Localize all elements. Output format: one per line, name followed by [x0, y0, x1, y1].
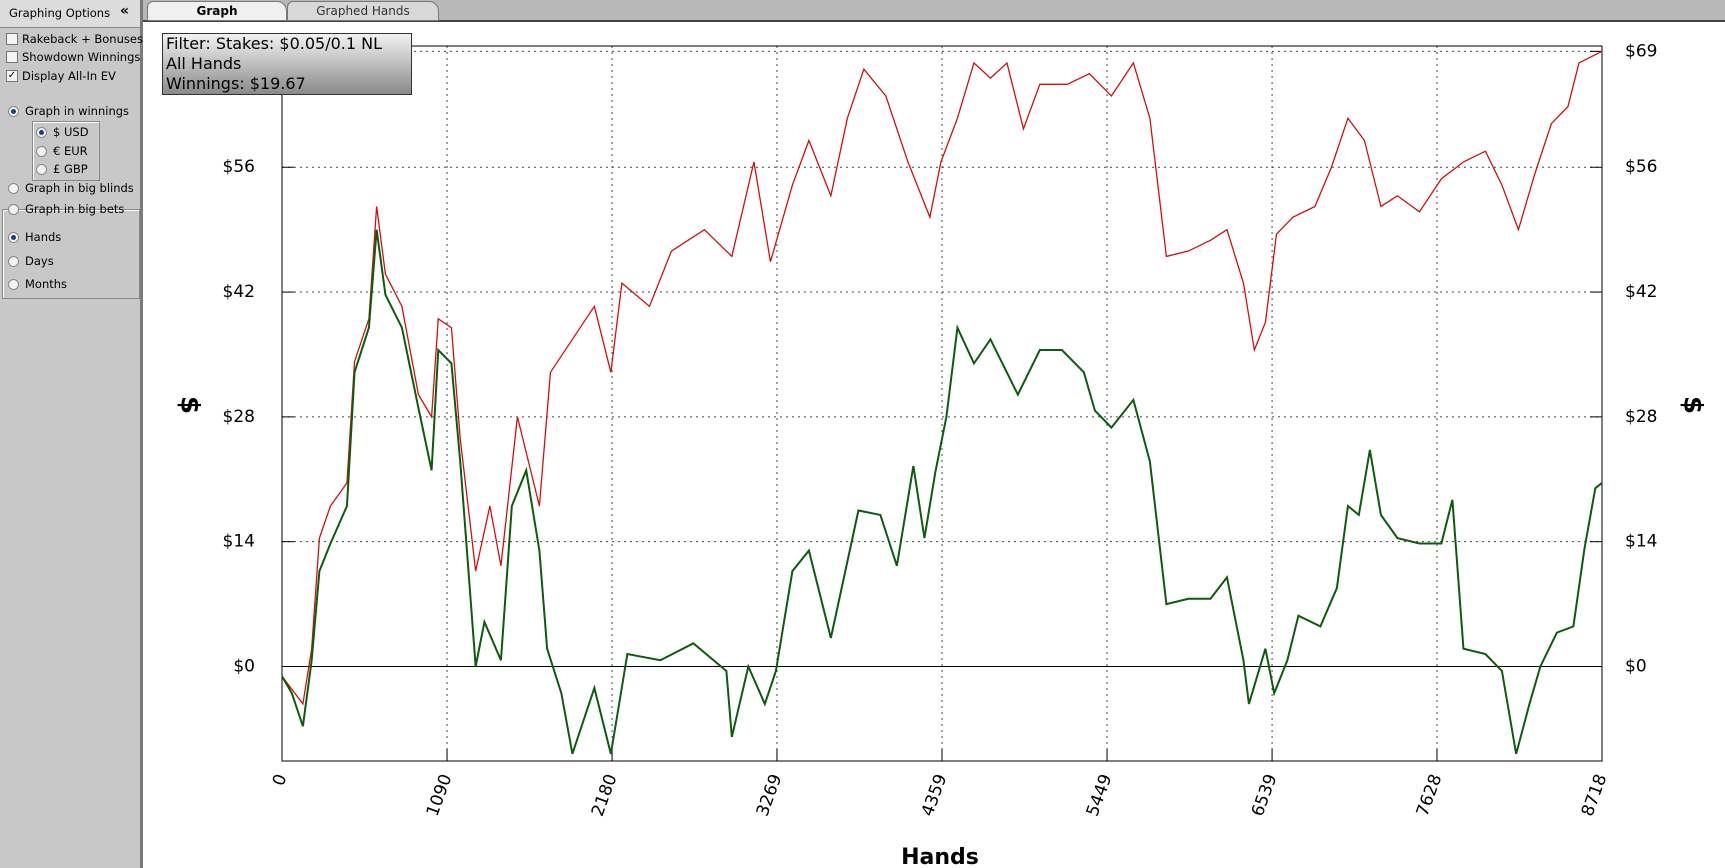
radio[interactable]: [36, 126, 47, 138]
option-label: Graph in big blinds: [25, 181, 134, 195]
radio[interactable]: [36, 145, 47, 157]
x-axis-label: Hands: [901, 845, 979, 868]
radio[interactable]: [8, 203, 19, 215]
y-tick-label-right: $28: [1625, 407, 1657, 427]
sidebar: Graphing Options « Rakeback + Bonuses Sho…: [0, 0, 143, 868]
y-tick-label: $0: [233, 656, 255, 676]
radio[interactable]: [8, 231, 19, 243]
radio-row[interactable]: Hands: [8, 229, 61, 245]
y-tick-label-right: $69: [1625, 41, 1657, 61]
y-tick-label-right: $56: [1625, 157, 1657, 177]
series-line: [281, 50, 1603, 706]
option-label: Days: [25, 254, 54, 268]
y-tick-label: $42: [223, 282, 255, 302]
group-frame: [2, 209, 140, 299]
option-label: € EUR: [53, 144, 88, 158]
option-label: Graph in big bets: [25, 202, 125, 216]
option-label: Display All-In EV: [22, 69, 116, 83]
tab-bar: Graph Graphed Hands: [143, 0, 1725, 22]
radio[interactable]: [8, 105, 19, 117]
checkbox[interactable]: ✓: [6, 70, 18, 82]
radio[interactable]: [36, 163, 47, 175]
radio-row[interactable]: Days: [8, 253, 54, 269]
checkbox-row[interactable]: ✓ Display All-In EV: [6, 68, 116, 84]
y-tick-label-right: $42: [1625, 282, 1657, 302]
option-label: Graph in winnings: [25, 104, 130, 118]
y-tick-label-right: $14: [1625, 532, 1657, 552]
y-tick-label: $14: [223, 532, 255, 552]
checkbox-row[interactable]: Rakeback + Bonuses: [6, 31, 143, 47]
series-line: [281, 229, 1603, 755]
plot-frame: [281, 45, 1603, 762]
chart-background: [146, 22, 1725, 868]
filter-box: Filter: Stakes: $0.05/0.1 NL All Hands W…: [162, 33, 412, 95]
radio-row[interactable]: Graph in big bets: [8, 201, 124, 217]
option-label: Hands: [25, 230, 62, 244]
radio[interactable]: [8, 278, 19, 290]
radio[interactable]: [8, 255, 19, 267]
checkbox[interactable]: [6, 51, 18, 63]
sidebar-header: Graphing Options «: [0, 0, 140, 28]
checkbox-row[interactable]: Showdown Winnings: [6, 49, 140, 65]
group-frame: [32, 121, 100, 181]
y-axis-label: $: [175, 396, 205, 414]
radio-row[interactable]: Months: [8, 276, 67, 292]
y-tick-label-right: $0: [1625, 656, 1647, 676]
filter-line: All Hands: [166, 54, 242, 73]
tab[interactable]: Graph: [147, 1, 287, 21]
radio-row[interactable]: £ GBP: [36, 161, 88, 177]
y-tick-label: $56: [223, 157, 255, 177]
radio-row[interactable]: € EUR: [36, 143, 88, 159]
filter-line: Winnings: $19.67: [166, 74, 306, 93]
radio-row[interactable]: Graph in big blinds: [8, 180, 134, 196]
filter-line: Filter: Stakes: $0.05/0.1 NL: [166, 34, 383, 53]
option-label: $ USD: [53, 125, 89, 139]
option-label: £ GBP: [53, 162, 88, 176]
collapse-button[interactable]: «: [120, 3, 130, 19]
radio[interactable]: [8, 182, 19, 194]
option-label: Rakeback + Bonuses: [22, 32, 143, 46]
y-tick-label: $28: [223, 407, 255, 427]
checkbox[interactable]: [6, 33, 18, 45]
sidebar-title: Graphing Options: [9, 6, 111, 20]
y-axis-label-right: $: [1678, 396, 1708, 414]
option-label: Showdown Winnings: [22, 50, 141, 64]
option-label: Months: [25, 277, 68, 291]
radio-row[interactable]: $ USD: [36, 124, 89, 140]
radio-row[interactable]: Graph in winnings: [8, 103, 129, 119]
tab[interactable]: Graphed Hands: [287, 1, 439, 21]
